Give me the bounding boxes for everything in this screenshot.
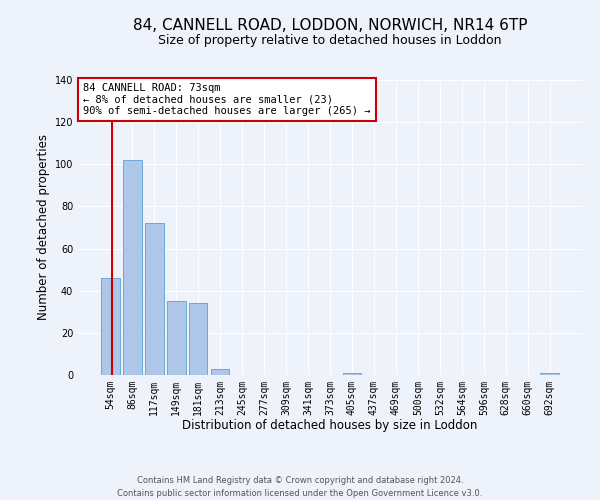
- Bar: [101, 278, 119, 375]
- Bar: [189, 304, 208, 375]
- Bar: [123, 160, 142, 375]
- X-axis label: Distribution of detached houses by size in Loddon: Distribution of detached houses by size …: [182, 420, 478, 432]
- Bar: [145, 224, 164, 375]
- Bar: [541, 373, 559, 375]
- Text: 84 CANNELL ROAD: 73sqm
← 8% of detached houses are smaller (23)
90% of semi-deta: 84 CANNELL ROAD: 73sqm ← 8% of detached …: [83, 83, 371, 116]
- Bar: [167, 301, 185, 375]
- Text: 84, CANNELL ROAD, LODDON, NORWICH, NR14 6TP: 84, CANNELL ROAD, LODDON, NORWICH, NR14 …: [133, 18, 527, 32]
- Y-axis label: Number of detached properties: Number of detached properties: [37, 134, 50, 320]
- Text: Contains HM Land Registry data © Crown copyright and database right 2024.
Contai: Contains HM Land Registry data © Crown c…: [118, 476, 482, 498]
- Bar: [343, 373, 361, 375]
- Bar: [211, 368, 229, 375]
- Text: Size of property relative to detached houses in Loddon: Size of property relative to detached ho…: [158, 34, 502, 47]
